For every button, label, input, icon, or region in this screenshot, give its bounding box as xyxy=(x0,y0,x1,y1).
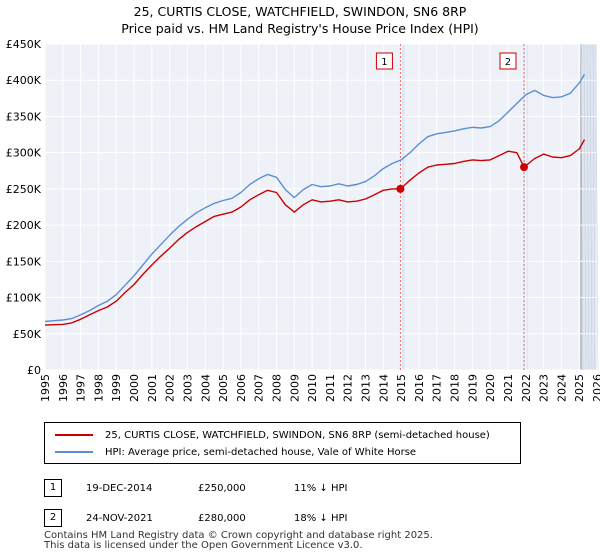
forecast-hatch xyxy=(586,43,590,371)
x-tick-label: 2014 xyxy=(377,374,390,402)
sale-label-number: 1 xyxy=(381,57,387,68)
legend: 25, CURTIS CLOSE, WATCHFIELD, SWINDON, S… xyxy=(44,422,521,464)
transaction-number: 1 xyxy=(44,479,62,497)
table-row: 1 19-DEC-2014 £250,000 11% ↓ HPI xyxy=(44,473,434,503)
x-tick-label: 2018 xyxy=(449,374,462,402)
x-tick-label: 2019 xyxy=(466,374,479,402)
transactions-table: 1 19-DEC-2014 £250,000 11% ↓ HPI 2 24-NO… xyxy=(44,473,434,533)
x-tick-label: 2013 xyxy=(360,374,373,402)
y-tick-label: £0 xyxy=(27,364,41,377)
footer: Contains HM Land Registry data © Crown c… xyxy=(44,531,433,551)
y-tick-label: £400K xyxy=(6,74,42,87)
x-tick-label: 2001 xyxy=(146,374,159,402)
x-tick-label: 2012 xyxy=(342,374,355,402)
y-tick-label: £250K xyxy=(6,183,42,196)
footer-licence: This data is licensed under the Open Gov… xyxy=(44,540,363,551)
x-tick-label: 2010 xyxy=(306,374,319,402)
y-tick-label: £100K xyxy=(6,292,42,305)
x-tick-label: 2005 xyxy=(217,374,230,402)
transaction-price: £280,000 xyxy=(198,512,246,524)
y-tick-label: £200K xyxy=(6,219,42,232)
transaction-hpi-diff: 18% ↓ HPI xyxy=(294,512,348,524)
legend-swatch-price xyxy=(55,434,93,436)
forecast-hatch xyxy=(583,43,587,371)
legend-item-hpi: HPI: Average price, semi-detached house,… xyxy=(55,444,416,460)
chart-subtitle: Price paid vs. HM Land Registry's House … xyxy=(121,21,479,36)
x-tick-label: 2023 xyxy=(538,374,551,402)
forecast-shade xyxy=(580,44,597,370)
x-tick-label: 2002 xyxy=(164,374,177,402)
transaction-date: 19-DEC-2014 xyxy=(86,482,153,494)
y-tick-label: £150K xyxy=(6,255,42,268)
chart-title: 25, CURTIS CLOSE, WATCHFIELD, SWINDON, S… xyxy=(133,4,467,19)
x-tick-label: 2024 xyxy=(555,374,568,402)
x-tick-label: 1997 xyxy=(75,374,88,402)
x-tick-label: 2017 xyxy=(431,374,444,402)
legend-item-price: 25, CURTIS CLOSE, WATCHFIELD, SWINDON, S… xyxy=(55,427,490,443)
x-tick-label: 2008 xyxy=(270,374,283,402)
sale-label-number: 2 xyxy=(505,57,511,68)
transaction-price: £250,000 xyxy=(198,482,246,494)
transaction-date: 24-NOV-2021 xyxy=(86,512,153,524)
x-tick-label: 2022 xyxy=(520,374,533,402)
legend-swatch-hpi xyxy=(55,451,93,453)
forecast-hatch xyxy=(592,43,596,371)
y-tick-label: £450K xyxy=(6,38,42,51)
forecast-hatch xyxy=(595,43,599,371)
x-tick-label: 2007 xyxy=(253,374,266,402)
x-tick-label: 2003 xyxy=(181,374,194,402)
legend-label-hpi: HPI: Average price, semi-detached house,… xyxy=(105,446,417,458)
x-tick-label: 2020 xyxy=(484,374,497,402)
x-tick-label: 2015 xyxy=(395,374,408,402)
price-series-line xyxy=(44,139,586,326)
x-tick-label: 1996 xyxy=(57,374,70,402)
x-tick-label: 2006 xyxy=(235,374,248,402)
x-tick-label: 2025 xyxy=(573,374,586,402)
y-tick-label: £50K xyxy=(13,328,42,341)
x-tick-label: 2026 xyxy=(591,374,600,402)
sale-point xyxy=(519,163,528,172)
sale-period-shade xyxy=(400,44,405,370)
x-tick-label: 2011 xyxy=(324,374,337,402)
y-tick-label: £300K xyxy=(6,147,42,160)
x-tick-label: 2016 xyxy=(413,374,426,402)
hpi-series-line xyxy=(44,74,586,323)
x-tick-label: 1995 xyxy=(39,374,52,402)
sale-point xyxy=(396,184,405,193)
x-tick-label: 2000 xyxy=(128,374,141,402)
table-row: 2 24-NOV-2021 £280,000 18% ↓ HPI xyxy=(44,503,434,533)
x-tick-label: 1999 xyxy=(110,374,123,402)
x-tick-label: 2004 xyxy=(199,374,212,402)
forecast-hatch xyxy=(589,43,593,371)
plot-area xyxy=(45,44,597,370)
forecast-hatch xyxy=(580,43,584,371)
transaction-hpi-diff: 11% ↓ HPI xyxy=(294,482,348,494)
x-tick-label: 1998 xyxy=(92,374,105,402)
price-chart: £0 £50K £100K £150K £200K £250K £300K £350K £400… xyxy=(6,38,600,402)
y-tick-label: £350K xyxy=(6,110,42,123)
legend-label-price: 25, CURTIS CLOSE, WATCHFIELD, SWINDON, S… xyxy=(105,429,490,441)
footer-copyright: Contains HM Land Registry data © Crown c… xyxy=(44,530,433,541)
sale-label-box xyxy=(375,52,393,70)
transaction-number: 2 xyxy=(44,509,62,527)
x-tick-label: 2021 xyxy=(502,374,515,402)
x-tick-label: 2009 xyxy=(288,374,301,402)
sale-label-box xyxy=(499,52,517,70)
